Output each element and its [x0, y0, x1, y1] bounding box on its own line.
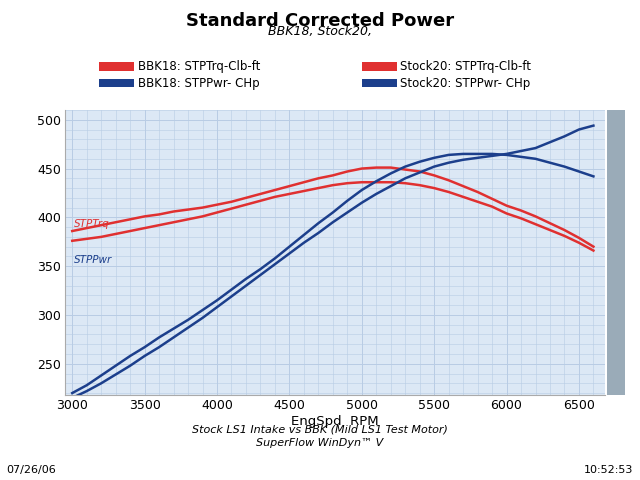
Text: BBK18: STPTrq-Clb-ft: BBK18: STPTrq-Clb-ft — [138, 60, 260, 73]
Text: 07/26/06: 07/26/06 — [6, 465, 56, 475]
Text: BBK18: STPPwr- CHp: BBK18: STPPwr- CHp — [138, 76, 259, 90]
Text: Stock20: STPPwr- CHp: Stock20: STPPwr- CHp — [400, 76, 531, 90]
Text: STPTrq: STPTrq — [74, 219, 109, 229]
Text: Stock20: STPTrq-Clb-ft: Stock20: STPTrq-Clb-ft — [400, 60, 531, 73]
Text: BBK18, Stock20,: BBK18, Stock20, — [268, 25, 372, 38]
X-axis label: EngSpd  RPM: EngSpd RPM — [291, 415, 379, 428]
Text: SuperFlow WinDyn™ V: SuperFlow WinDyn™ V — [257, 438, 383, 448]
Text: Stock LS1 Intake vs BBK (Mild LS1 Test Motor): Stock LS1 Intake vs BBK (Mild LS1 Test M… — [192, 425, 448, 435]
Text: STPPwr: STPPwr — [74, 255, 112, 265]
Text: 10:52:53: 10:52:53 — [584, 465, 634, 475]
Text: Standard Corrected Power: Standard Corrected Power — [186, 12, 454, 30]
